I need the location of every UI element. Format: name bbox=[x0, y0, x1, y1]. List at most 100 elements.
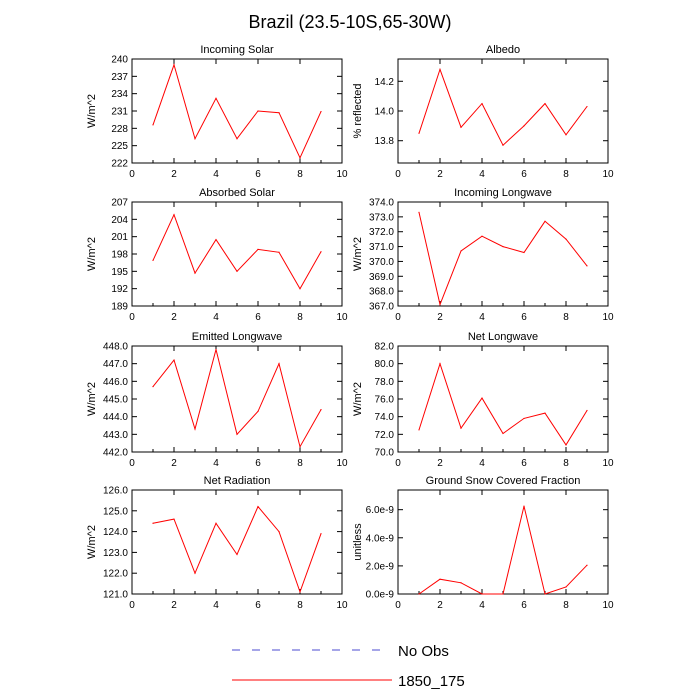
panel-title: Ground Snow Covered Fraction bbox=[426, 475, 581, 487]
panel-title: Incoming Solar bbox=[200, 44, 274, 56]
x-tick-label: 6 bbox=[255, 312, 261, 323]
data-point bbox=[152, 124, 154, 126]
y-tick-label: 228 bbox=[111, 124, 128, 135]
data-point bbox=[278, 251, 280, 253]
plot-frame bbox=[131, 489, 343, 595]
x-tick-label: 2 bbox=[171, 600, 177, 611]
data-point bbox=[523, 505, 525, 507]
y-axis-label: W/m^2 bbox=[86, 237, 98, 271]
y-tick-label: 198 bbox=[111, 250, 128, 261]
x-tick-label: 2 bbox=[171, 458, 177, 469]
x-tick-label: 4 bbox=[479, 169, 485, 180]
plot-frame bbox=[131, 345, 343, 453]
data-point bbox=[586, 409, 588, 412]
data-point bbox=[418, 429, 420, 431]
panel-4: Incoming Longwave W/m^2 0 2 4 6 8 10 367.0 368.0 3… bbox=[352, 187, 614, 323]
data-point bbox=[544, 220, 546, 222]
series-line-1 bbox=[418, 506, 588, 595]
series-line-1 bbox=[152, 349, 322, 449]
y-axis-label: W/m^2 bbox=[352, 237, 364, 271]
data-point bbox=[544, 593, 546, 595]
panel-7: Net Radiation W/m^2 0 2 4 6 8 10 121.0 122.0 123.0… bbox=[86, 475, 348, 611]
y-tick-label: 121.0 bbox=[103, 590, 128, 601]
y-tick-label: 192 bbox=[111, 284, 128, 295]
x-tick-label: 8 bbox=[297, 169, 303, 180]
x-tick-label: 0 bbox=[395, 169, 401, 180]
y-tick-label: 225 bbox=[111, 141, 128, 152]
panel-title: Net Longwave bbox=[468, 331, 538, 343]
x-tick-label: 10 bbox=[602, 312, 614, 323]
y-tick-label: 444.0 bbox=[103, 412, 128, 423]
x-tick-label: 4 bbox=[213, 312, 219, 323]
data-point bbox=[439, 363, 441, 365]
data-point bbox=[544, 412, 546, 414]
y-tick-label: 446.0 bbox=[103, 377, 128, 388]
x-tick-label: 0 bbox=[129, 600, 135, 611]
y-tick-label: 189 bbox=[111, 302, 128, 313]
y-tick-label: 240 bbox=[111, 55, 128, 66]
data-point bbox=[278, 363, 280, 365]
x-tick-label: 4 bbox=[213, 458, 219, 469]
data-point bbox=[299, 446, 301, 448]
data-point bbox=[460, 250, 462, 252]
data-point bbox=[257, 410, 259, 412]
y-tick-label: 78.0 bbox=[375, 377, 395, 388]
x-tick-label: 6 bbox=[521, 169, 527, 180]
plot-frame bbox=[397, 58, 609, 164]
data-point bbox=[173, 214, 175, 216]
legend-label-1: No Obs bbox=[398, 643, 449, 660]
x-tick-label: 0 bbox=[129, 458, 135, 469]
y-tick-label: 14.2 bbox=[375, 77, 395, 88]
panel-8: Ground Snow Covered Fraction unitless 0 2 4 6… bbox=[352, 475, 614, 611]
x-tick-label: 6 bbox=[255, 458, 261, 469]
x-tick-label: 2 bbox=[437, 458, 443, 469]
series-line-1 bbox=[152, 505, 322, 594]
data-point bbox=[236, 138, 238, 140]
x-tick-label: 0 bbox=[395, 312, 401, 323]
y-tick-label: 4.0e-9 bbox=[366, 533, 395, 544]
series-line-1 bbox=[152, 63, 322, 159]
panel-title: Net Radiation bbox=[204, 475, 271, 487]
y-tick-label: 195 bbox=[111, 267, 128, 278]
x-tick-label: 8 bbox=[563, 169, 569, 180]
data-point bbox=[460, 126, 462, 128]
data-point bbox=[418, 211, 420, 213]
x-tick-label: 8 bbox=[297, 458, 303, 469]
data-point bbox=[502, 432, 504, 435]
series-line-1 bbox=[418, 212, 588, 307]
panel-title: Albedo bbox=[486, 44, 520, 56]
y-tick-label: 370.0 bbox=[369, 257, 394, 268]
y-tick-label: 123.0 bbox=[103, 548, 128, 559]
data-point bbox=[278, 112, 280, 114]
panel-1: Incoming Solar W/m^2 0 2 4 6 8 10 222 225 228 231 23… bbox=[86, 44, 348, 180]
data-point bbox=[481, 593, 483, 595]
y-tick-label: 372.0 bbox=[369, 227, 394, 238]
panel-title: Emitted Longwave bbox=[192, 331, 283, 343]
data-point bbox=[586, 564, 588, 566]
y-tick-label: 122.0 bbox=[103, 569, 128, 580]
y-tick-label: 443.0 bbox=[103, 430, 128, 441]
plot-frame bbox=[397, 345, 609, 453]
data-point bbox=[320, 110, 322, 113]
data-point bbox=[523, 251, 525, 254]
y-tick-label: 445.0 bbox=[103, 395, 128, 406]
series-line-1 bbox=[152, 213, 322, 290]
data-point bbox=[481, 102, 483, 105]
data-point bbox=[439, 578, 441, 580]
y-axis-label: W/m^2 bbox=[352, 382, 364, 416]
y-tick-label: 14.0 bbox=[375, 107, 395, 118]
plot-frame bbox=[397, 201, 609, 307]
x-tick-label: 8 bbox=[297, 600, 303, 611]
y-tick-label: 442.0 bbox=[103, 448, 128, 459]
data-point bbox=[586, 265, 588, 267]
x-tick-label: 4 bbox=[213, 169, 219, 180]
y-tick-label: 126.0 bbox=[103, 486, 128, 497]
data-point bbox=[460, 582, 462, 584]
x-tick-label: 4 bbox=[213, 600, 219, 611]
x-tick-label: 8 bbox=[563, 600, 569, 611]
x-tick-label: 2 bbox=[171, 169, 177, 180]
panel-5: Emitted Longwave W/m^2 0 2 4 6 8 10 442.0 443.0 44… bbox=[86, 331, 348, 469]
data-point bbox=[565, 238, 567, 240]
data-point bbox=[215, 348, 217, 351]
